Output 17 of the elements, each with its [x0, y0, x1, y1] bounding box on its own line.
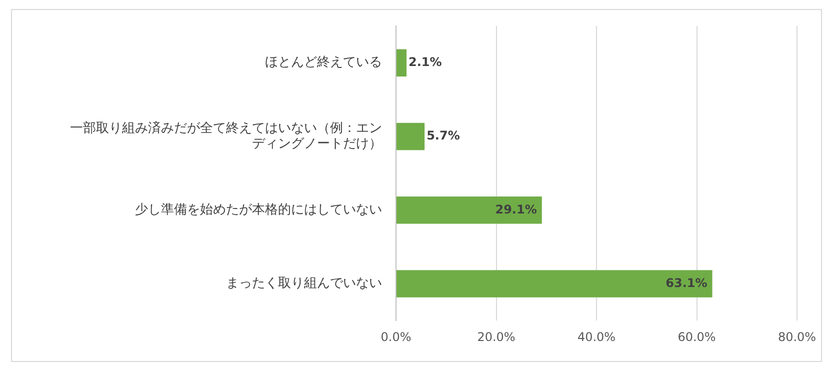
- x-tick-label: 80.0%: [778, 330, 816, 344]
- x-tick-label: 0.0%: [380, 330, 412, 344]
- y-tick-label: まったく取り組んでいない: [226, 276, 382, 292]
- data-label: 63.1%: [666, 276, 708, 290]
- bar: [396, 122, 425, 150]
- bar: [396, 196, 542, 224]
- bar: [396, 49, 407, 76]
- x-tick-label: 60.0%: [678, 330, 716, 344]
- y-tick-label: 一部取り組み済みだが全て終えてはいない（例：エンディングノートだけ）: [70, 120, 382, 152]
- y-tick-label: 少し準備を始めたが本格的にはしていない: [135, 202, 382, 218]
- x-tick-label: 20.0%: [477, 330, 516, 344]
- x-tick-label: 40.0%: [577, 330, 616, 344]
- data-label: 29.1%: [495, 202, 537, 216]
- data-label: 2.1%: [408, 54, 442, 69]
- bar: [396, 270, 712, 298]
- data-label: 5.7%: [426, 128, 460, 143]
- y-tick-label: ほとんど終えている: [265, 55, 382, 70]
